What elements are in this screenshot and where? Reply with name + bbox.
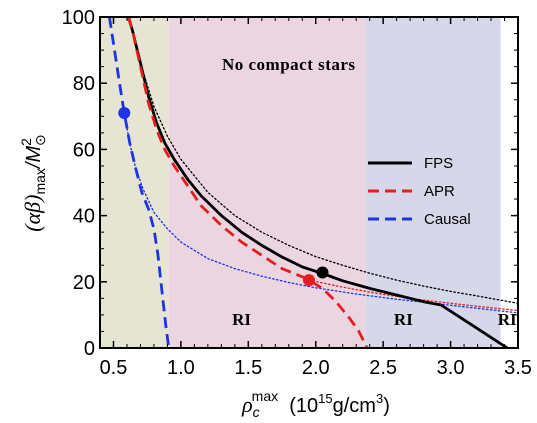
shaded-region-2	[168, 17, 366, 348]
shaded-regions	[100, 17, 501, 348]
x-axis-label: ρcmax (1015g/cm3)	[241, 388, 390, 420]
reference-line-3	[123, 112, 518, 314]
reference-line-2	[308, 279, 518, 312]
series-lines	[108, 17, 508, 348]
annotations: No compact stars RI RI RI	[222, 55, 517, 329]
x-label-symbol: ρ	[241, 392, 253, 417]
y-label-sub: max	[32, 168, 48, 194]
x-label-rest-post: g/cm	[333, 395, 376, 417]
reference-line-1	[129, 17, 518, 304]
series-line-fps	[126, 17, 508, 348]
x-label-rest-pre: (10	[278, 395, 318, 417]
x-tick-label: 1.5	[234, 357, 262, 379]
y-tick-label: 0	[84, 338, 95, 360]
reference-lines	[123, 17, 518, 314]
x-tick-label: 2.0	[302, 357, 330, 379]
annotation-ri: RI	[232, 310, 251, 329]
x-label-close: )	[383, 395, 390, 417]
marker-fps	[316, 266, 329, 279]
x-label-exp: 15	[318, 391, 332, 406]
markers	[118, 106, 329, 287]
y-label-pre: (αβ)	[20, 195, 45, 232]
x-tick-label: 1.0	[167, 357, 195, 379]
y-tick-label: 100	[62, 7, 95, 29]
x-label-sup: max	[252, 388, 278, 404]
annotation-ri: RI	[394, 310, 413, 329]
y-label-sup: 2	[18, 138, 34, 146]
legend: FPS APR Causal	[368, 155, 471, 228]
x-tick-label: 3.0	[437, 357, 465, 379]
shaded-region-1	[100, 17, 169, 348]
y-label-solar: ⊙	[32, 134, 48, 146]
annotation-ri: RI	[498, 310, 517, 329]
marker-apr	[303, 274, 315, 287]
ticks: 0.5 1.0 1.5 2.0 2.5 3.0 3.5 0 20 40 60 80 100	[62, 7, 532, 379]
x-tick-label: 3.5	[504, 357, 532, 379]
legend-label-apr: APR	[424, 183, 455, 200]
x-tick-label: 2.5	[369, 357, 397, 379]
y-tick-label: 40	[73, 206, 95, 228]
x-label-sub: c	[253, 404, 260, 420]
series-line-apr	[126, 17, 369, 348]
y-tick-label: 80	[73, 73, 95, 95]
x-label-exp2: 3	[376, 391, 383, 406]
legend-label-fps: FPS	[424, 155, 453, 172]
legend-label-causal: Causal	[424, 211, 471, 228]
y-label-mid: /M	[23, 146, 45, 171]
marker-causal	[118, 106, 131, 119]
y-tick-label: 20	[73, 272, 95, 294]
series-line-causal	[108, 17, 171, 348]
annotation-no-compact-stars: No compact stars	[222, 55, 356, 74]
y-axis-label: (αβ)max/M2⊙	[18, 134, 48, 231]
y-tick-label: 60	[73, 139, 95, 161]
x-tick-label: 0.5	[100, 357, 128, 379]
